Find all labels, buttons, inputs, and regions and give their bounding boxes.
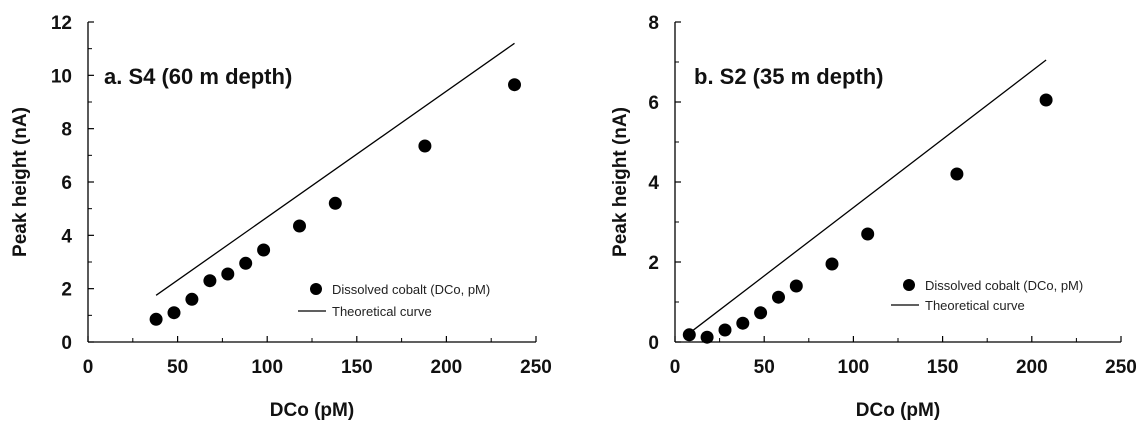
y-tick-label: 10 [51, 66, 72, 87]
y-tick-label: 8 [648, 13, 659, 34]
theoretical-curve-line [155, 42, 515, 296]
legend-point-swatch [903, 279, 915, 291]
data-point [257, 243, 271, 257]
chart-panel-1: 0 50 100 150 200 250 0 2 4 6 8 DCo (pM) Peak height … [610, 13, 1137, 421]
x-tick-label: 250 [1105, 357, 1137, 378]
y-tick-label: 6 [648, 93, 659, 114]
x-tick-label: 0 [670, 357, 681, 378]
x-tick-label: 100 [251, 357, 283, 378]
data-point [682, 328, 696, 342]
data-point [718, 323, 732, 337]
x-tick-label: 50 [754, 357, 775, 378]
legend-point-swatch [310, 283, 322, 295]
y-axis-title: Peak height (nA) [610, 107, 631, 257]
data-point [772, 290, 785, 304]
x-tick-label: 50 [167, 357, 188, 378]
panel-title: b. S2 (35 m depth) [694, 64, 883, 89]
chart-panel-0: 0 50 100 150 200 250 0 2 4 6 8 10 12 DCo (pM) Peak hei… [10, 13, 552, 421]
y-tick-label: 8 [61, 120, 72, 141]
y-tick-label: 4 [61, 226, 72, 247]
data-point [293, 219, 306, 233]
data-point [825, 257, 839, 271]
legend-label: Dissolved cobalt (DCo, pM) [332, 282, 490, 297]
data-point [1039, 93, 1053, 107]
x-tick-label: 250 [520, 357, 552, 378]
x-tick-label: 150 [341, 357, 373, 378]
legend-label: Dissolved cobalt (DCo, pM) [925, 278, 1083, 293]
data-point [203, 274, 217, 288]
data-point [508, 78, 521, 92]
data-point [328, 196, 342, 210]
x-axis-title: DCo (pM) [270, 400, 354, 421]
data-point [239, 256, 253, 270]
y-tick-label: 4 [648, 173, 659, 194]
x-tick-label: 0 [83, 357, 94, 378]
data-point [167, 306, 181, 320]
data-point [950, 167, 964, 181]
y-tick-label: 2 [648, 253, 659, 274]
x-tick-label: 200 [1016, 357, 1048, 378]
data-point [185, 292, 199, 306]
panel-title: a. S4 (60 m depth) [104, 64, 292, 89]
data-point [736, 316, 750, 330]
data-point [789, 279, 803, 293]
x-tick-label: 100 [838, 357, 870, 378]
theoretical-curve-line [688, 59, 1047, 334]
x-axis-title: DCo (pM) [856, 400, 940, 421]
legend-label: Theoretical curve [332, 304, 432, 319]
y-tick-label: 0 [61, 333, 72, 354]
data-point [221, 267, 235, 281]
data-point [700, 330, 714, 344]
y-tick-label: 0 [648, 333, 659, 354]
y-tick-label: 2 [61, 280, 72, 301]
data-point [861, 227, 875, 241]
y-tick-label: 12 [51, 13, 72, 34]
data-point [754, 306, 768, 320]
y-tick-label: 6 [61, 173, 72, 194]
y-axis-title: Peak height (nA) [10, 107, 31, 257]
legend-label: Theoretical curve [925, 298, 1025, 313]
x-tick-label: 150 [927, 357, 959, 378]
data-point [149, 312, 163, 326]
data-point [418, 139, 432, 153]
x-tick-label: 200 [431, 357, 463, 378]
